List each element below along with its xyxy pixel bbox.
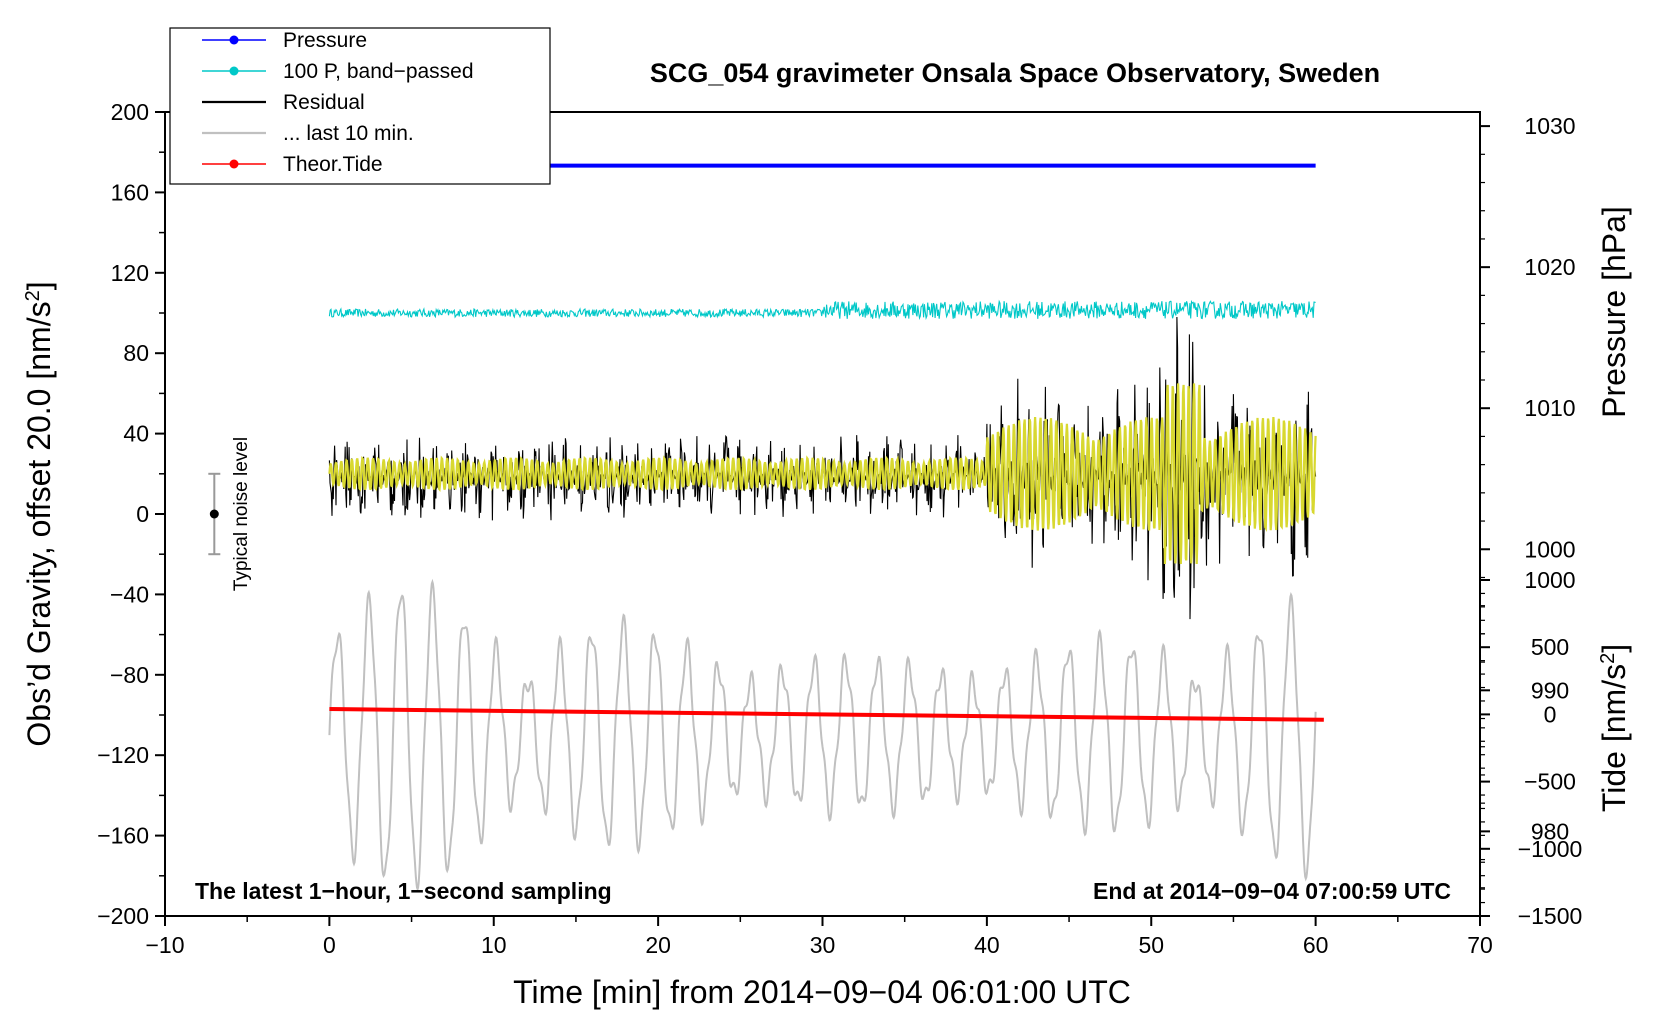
x-tick-label: 10 xyxy=(481,932,507,958)
tide-axis-title-sup: 2 xyxy=(1597,653,1619,664)
tide-axis-title-main: Tide [nm/s xyxy=(1596,664,1632,812)
series-theoretical-tide xyxy=(329,707,1324,722)
y-tick-label: 120 xyxy=(111,260,149,286)
tide-tick-label: −1000 xyxy=(1518,836,1583,862)
legend-marker xyxy=(229,66,239,76)
x-tick-label: 40 xyxy=(974,932,1000,958)
pressure-tick-label: 1010 xyxy=(1524,395,1575,421)
legend-label: Theor.Tide xyxy=(283,153,383,176)
tide-tick-label: −1500 xyxy=(1518,903,1583,929)
y-axis-title-main: Obs’d Gravity, offset 20.0 [nm/s xyxy=(21,301,57,746)
y-tick-label: 40 xyxy=(123,421,149,447)
y-tick-label: −160 xyxy=(97,823,149,849)
y-tick-label: −120 xyxy=(97,742,149,768)
y-axis-title: Obs’d Gravity, offset 20.0 [nm/s2] xyxy=(21,281,57,746)
chart-title: SCG_054 gravimeter Onsala Space Observat… xyxy=(650,58,1380,88)
x-tick-label: 0 xyxy=(323,932,336,958)
annotation-right-note: End at 2014−09−04 07:00:59 UTC xyxy=(1093,878,1451,904)
y-axis-title-sup: 2 xyxy=(22,290,44,301)
pressure-axis-title: Pressure [hPa] xyxy=(1596,206,1632,418)
y-tick-label: 80 xyxy=(123,340,149,366)
legend-box xyxy=(169,27,551,185)
pressure-tick-label: 1030 xyxy=(1524,113,1575,139)
y-axis-title-end: ] xyxy=(21,281,57,290)
x-tick-label: −10 xyxy=(145,932,184,958)
legend-marker xyxy=(229,159,239,169)
y-tick-label: −40 xyxy=(110,581,149,607)
x-tick-label: 20 xyxy=(645,932,671,958)
legend-label: 100 P, band−passed xyxy=(283,60,474,83)
axes-group: −10 0 10 20 30 40 50 60 7020016012080400−40−80−1… xyxy=(97,99,1582,958)
x-tick-label: 70 xyxy=(1467,932,1493,958)
plot-series-group xyxy=(328,163,1324,893)
pressure-tick-label: 1020 xyxy=(1524,254,1575,280)
series-filtered-residual xyxy=(328,383,1317,565)
y-tick-label: −80 xyxy=(110,662,149,688)
x-tick-label: 60 xyxy=(1303,932,1329,958)
x-axis-title: Time [min] from 2014−09−04 06:01:00 UTC xyxy=(513,974,1131,1010)
tide-axis-title-end: ] xyxy=(1596,644,1632,653)
tide-tick-label: 500 xyxy=(1531,634,1569,660)
noise-level-label: Typical noise level xyxy=(231,437,252,591)
pressure-tick-label: 1000 xyxy=(1524,536,1575,562)
x-tick-label: 30 xyxy=(810,932,836,958)
tide-tick-label: −500 xyxy=(1524,769,1576,795)
y-tick-label: 0 xyxy=(136,501,149,527)
y-tick-label: −200 xyxy=(97,903,149,929)
tide-tick-label: 1000 xyxy=(1524,567,1575,593)
tide-tick-label: 0 xyxy=(1544,701,1557,727)
x-tick-label: 50 xyxy=(1138,932,1164,958)
annotation-left-note: The latest 1−hour, 1−second sampling xyxy=(195,878,612,904)
y-tick-label: 160 xyxy=(111,179,149,205)
y-tick-label: 200 xyxy=(111,99,149,125)
series-band-passed-pressure xyxy=(328,299,1316,321)
tide-axis-title: Tide [nm/s2] xyxy=(1596,644,1632,812)
pressure-tick-label: 990 xyxy=(1531,677,1569,703)
series-last-10-min xyxy=(328,578,1317,893)
legend-marker xyxy=(229,35,239,45)
legend-label: Pressure xyxy=(283,29,367,52)
legend: Pressure 100 P, band−passed Residual ... la… xyxy=(169,27,551,185)
noise-level-indicator: Typical noise level xyxy=(208,437,252,591)
legend-label: Residual xyxy=(283,91,365,114)
noise-bar-center xyxy=(209,509,219,519)
pressure-tick-label: 980 xyxy=(1531,818,1569,844)
legend-label: ... last 10 min. xyxy=(283,122,414,145)
